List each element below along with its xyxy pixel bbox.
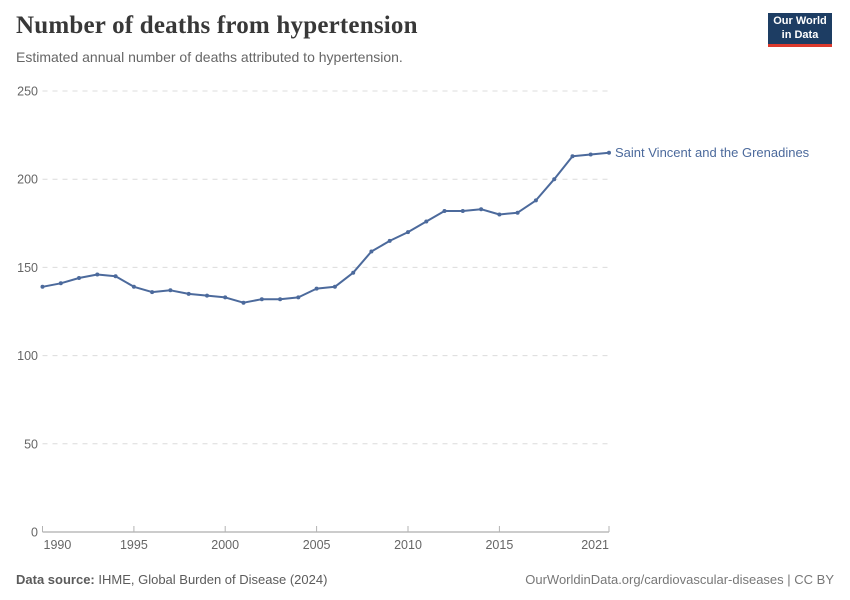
x-tick-label: 2000 <box>211 538 239 552</box>
x-tick-label: 2005 <box>303 538 331 552</box>
data-point[interactable] <box>168 288 173 293</box>
x-tick-label: 2015 <box>485 538 513 552</box>
data-point[interactable] <box>533 198 538 203</box>
data-point[interactable] <box>131 284 136 289</box>
y-tick-label: 250 <box>17 85 38 99</box>
data-source-label: Data source: <box>16 572 95 587</box>
y-tick-label: 100 <box>17 349 38 363</box>
footer-link[interactable]: OurWorldinData.org/cardiovascular-diseas… <box>525 572 834 587</box>
data-point[interactable] <box>460 209 465 213</box>
x-tick-label: 1990 <box>44 538 72 552</box>
data-point[interactable] <box>442 209 447 213</box>
x-tick-label: 2021 <box>581 538 609 552</box>
data-point[interactable] <box>113 274 118 279</box>
series-label[interactable]: Saint Vincent and the Grenadines <box>615 145 810 160</box>
data-point[interactable] <box>369 249 374 254</box>
owid-logo[interactable]: Our World in Data <box>768 13 832 47</box>
x-tick-label: 1995 <box>120 538 148 552</box>
data-point[interactable] <box>332 284 337 289</box>
y-tick-label: 50 <box>24 437 38 451</box>
data-point[interactable] <box>296 295 301 300</box>
data-point[interactable] <box>205 293 209 298</box>
data-point[interactable] <box>479 207 484 212</box>
chart-subtitle: Estimated annual number of deaths attrib… <box>16 49 403 65</box>
y-tick-label: 200 <box>17 173 38 187</box>
data-point[interactable] <box>186 291 191 296</box>
data-point[interactable] <box>150 290 155 295</box>
data-point[interactable] <box>58 281 63 286</box>
y-tick-label: 0 <box>31 526 38 540</box>
data-point[interactable] <box>406 230 410 235</box>
owid-logo-line2: in Data <box>781 28 819 41</box>
data-point[interactable] <box>40 284 45 289</box>
data-point[interactable] <box>588 152 593 157</box>
chart-header: Number of deaths from hypertension Estim… <box>16 12 418 65</box>
data-line[interactable] <box>41 151 610 304</box>
data-point[interactable] <box>278 297 283 302</box>
data-source: Data source: IHME, Global Burden of Dise… <box>16 572 327 587</box>
data-point[interactable] <box>552 177 557 182</box>
data-point[interactable] <box>95 272 100 277</box>
data-point[interactable] <box>570 154 575 159</box>
x-tick-label: 2010 <box>394 538 422 552</box>
data-point[interactable] <box>223 295 228 300</box>
data-point[interactable] <box>607 150 611 155</box>
chart-title: Number of deaths from hypertension <box>16 12 418 39</box>
chart-footer: Data source: IHME, Global Burden of Dise… <box>16 572 834 587</box>
data-point[interactable] <box>351 270 356 275</box>
data-point[interactable] <box>515 210 520 215</box>
owid-logo-line1: Our World <box>773 14 827 27</box>
data-point[interactable] <box>424 219 429 224</box>
data-point[interactable] <box>314 286 319 291</box>
data-point[interactable] <box>387 238 392 243</box>
data-point[interactable] <box>241 300 246 305</box>
data-point[interactable] <box>77 276 81 280</box>
data-point[interactable] <box>259 297 264 302</box>
data-source-text: IHME, Global Burden of Disease (2024) <box>94 572 328 587</box>
data-point[interactable] <box>497 212 502 217</box>
y-tick-label: 150 <box>17 261 38 275</box>
